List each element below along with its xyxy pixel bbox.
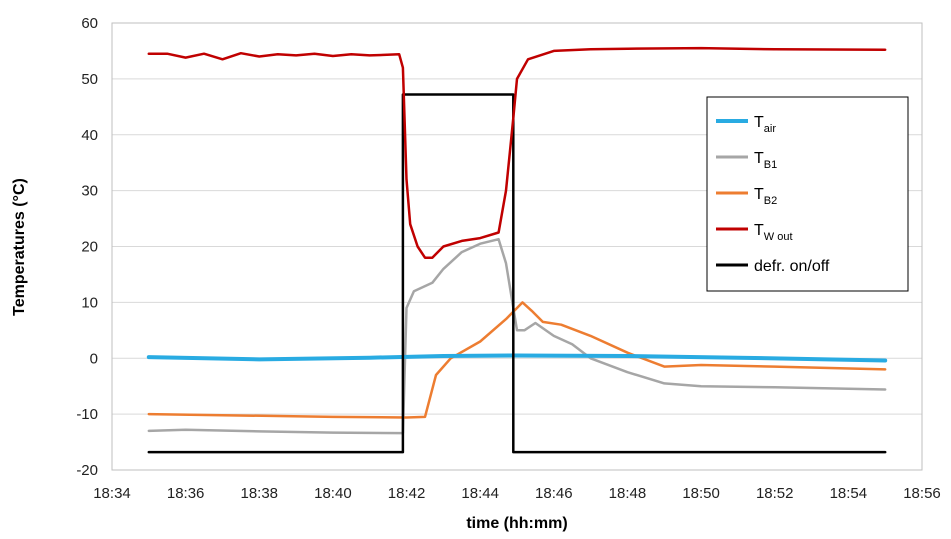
x-tick-label: 18:46: [535, 485, 573, 502]
plot-area: [111, 22, 923, 471]
x-tick-label: 18:44: [461, 485, 499, 502]
legend-label: defr. on/off: [754, 258, 830, 275]
y-axis-title: Temperatures (°C): [11, 178, 28, 316]
series-lines: [146, 46, 888, 454]
x-tick-label: 18:42: [388, 485, 426, 502]
x-tick-label: 18:54: [830, 485, 868, 502]
y-tick-label: 50: [81, 71, 98, 88]
legend-label: TB1: [754, 150, 777, 171]
y-tick-label: 10: [81, 294, 98, 311]
x-tick-labels: 18:34 18:36 18:38 18:40 18:42 18:44 18:46 18:48…: [93, 485, 941, 502]
legend-label: Tair: [754, 114, 776, 135]
x-tick-label: 18:52: [756, 485, 794, 502]
series-line-t-air: [146, 353, 888, 363]
y-tick-label: 40: [81, 127, 98, 144]
y-tick-label: 30: [81, 183, 98, 200]
series-line-defr-on-off: [147, 93, 887, 454]
x-tick-label: 18:56: [903, 485, 941, 502]
x-tick-label: 18:50: [682, 485, 720, 502]
y-tick-labels: -20 -10 0 10 20 30 40 50 60: [76, 15, 98, 479]
y-tick-label: 20: [81, 239, 98, 256]
y-tick-label: -20: [76, 462, 98, 479]
y-tick-label: 60: [81, 15, 98, 32]
x-tick-label: 18:48: [609, 485, 647, 502]
x-tick-label: 18:36: [167, 485, 205, 502]
x-tick-label: 18:34: [93, 485, 131, 502]
y-tick-label: -10: [76, 406, 98, 423]
series-line-t-b1: [147, 237, 887, 435]
x-tick-label: 18:40: [314, 485, 352, 502]
y-tick-label: 0: [90, 350, 98, 367]
series-line-t-b2: [147, 301, 887, 419]
legend-label: TW out: [754, 222, 793, 243]
legend-label: TB2: [754, 186, 777, 207]
x-axis-title: time (hh:mm): [466, 515, 567, 532]
legend: Tair TB1 TB2 TW out defr. on/off: [706, 96, 909, 292]
x-tick-label: 18:38: [240, 485, 278, 502]
series-line-t-w-out: [147, 46, 887, 259]
